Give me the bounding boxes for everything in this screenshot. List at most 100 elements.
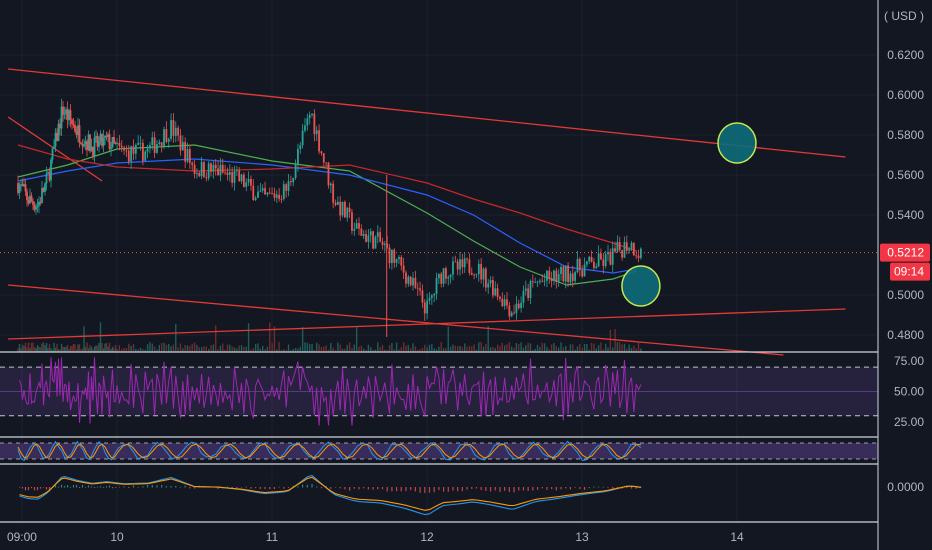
volume-bar — [87, 348, 90, 352]
volume-bar — [74, 344, 76, 352]
volume-bar — [75, 349, 78, 352]
macd-histogram-bar — [461, 487, 463, 492]
macd-histogram-bar — [593, 486, 595, 488]
macd-histogram-bar — [485, 487, 487, 492]
volume-bar — [90, 346, 93, 352]
macd-histogram-bar — [330, 487, 332, 489]
volume-bar — [198, 347, 200, 352]
volume-bar — [621, 344, 623, 352]
countdown-badge — [890, 262, 930, 281]
candle-body — [20, 184, 22, 185]
macd-histogram-bar — [386, 487, 388, 492]
candle-body — [433, 293, 436, 296]
volume-bar — [487, 326, 489, 352]
candle-body — [400, 257, 403, 266]
volume-bar — [546, 346, 548, 352]
price-tick-label: 0.5400 — [887, 208, 924, 222]
candle-body — [137, 142, 140, 145]
macd-histogram-bar — [297, 486, 299, 488]
volume-bar — [287, 344, 290, 352]
volume-bar — [565, 346, 567, 352]
price-tick-label: 0.6200 — [887, 48, 924, 62]
macd-histogram-bar — [36, 487, 39, 491]
volume-bar — [128, 343, 130, 352]
macd-histogram-bar — [334, 487, 337, 488]
circle-annotations[interactable] — [621, 122, 757, 307]
volume-bar — [461, 347, 464, 352]
volume-bar — [57, 349, 60, 352]
candle-body — [146, 148, 149, 152]
volume-bar — [101, 342, 103, 352]
candle-body — [72, 124, 75, 126]
price-tick-label: 0.4800 — [887, 328, 924, 342]
volume-bar — [454, 345, 457, 352]
candle-body — [440, 273, 443, 284]
candle-body — [311, 113, 313, 115]
candle-body — [409, 276, 412, 286]
candle-body — [50, 159, 52, 181]
volume-bar — [217, 349, 219, 352]
candle-body — [30, 195, 33, 202]
candle-body — [351, 212, 353, 231]
macd-histogram-bar — [358, 487, 360, 490]
candle-body — [205, 177, 208, 179]
macd-histogram-bar — [146, 485, 149, 488]
circle-marker[interactable] — [717, 122, 757, 164]
candle-body — [383, 243, 386, 245]
volume-bar — [121, 349, 123, 352]
candle-body — [53, 146, 55, 149]
volume-bar — [297, 348, 299, 352]
volume-bar — [527, 342, 529, 352]
moving-average-line — [17, 158, 637, 274]
candle-body — [585, 261, 588, 265]
candle-body — [141, 142, 144, 161]
candle-body — [301, 130, 304, 146]
candle-body — [548, 270, 551, 279]
candle-body — [149, 144, 151, 149]
candle-body — [306, 118, 309, 126]
volume-bar — [47, 348, 49, 352]
volume-bar — [111, 346, 114, 352]
candle-body — [625, 242, 628, 251]
volume-bar — [222, 343, 224, 352]
macd-histogram-bar — [292, 485, 294, 488]
candle-body — [275, 194, 278, 198]
candle-body — [339, 201, 342, 216]
volume-bar — [525, 345, 527, 352]
candle-body — [45, 173, 48, 184]
volume-bar — [240, 345, 243, 352]
volume-bar — [189, 345, 191, 352]
volume-bar — [513, 347, 515, 352]
candle-body — [628, 248, 631, 251]
macd-histogram-bar — [471, 487, 473, 489]
trend-lines[interactable] — [7, 68, 846, 356]
candle-body — [430, 295, 433, 298]
volume-bar — [53, 342, 55, 352]
candle-body — [21, 184, 24, 187]
volume-bar — [583, 344, 586, 352]
volume-bar — [177, 347, 179, 352]
candle-body — [287, 181, 290, 191]
candle-body — [62, 106, 64, 115]
volume-bar — [254, 343, 257, 352]
macd-histogram-bar — [245, 486, 247, 488]
circle-marker[interactable] — [621, 265, 661, 307]
candle-body — [87, 134, 90, 151]
candle-body — [81, 144, 84, 147]
volume-bar — [311, 343, 313, 352]
volume-bar — [358, 346, 360, 352]
candle-body — [435, 278, 438, 294]
volume-bar — [337, 342, 339, 352]
volume-bar — [104, 343, 106, 352]
volume-bar — [160, 343, 163, 352]
macd-histogram-bar — [137, 486, 139, 488]
volume-bar — [130, 345, 132, 352]
volume-bar — [623, 343, 626, 352]
volume-bar — [635, 348, 637, 352]
macd-histogram-bar — [457, 487, 459, 492]
candle-body — [510, 312, 513, 317]
volume-bar — [588, 349, 590, 352]
candle-body — [494, 288, 497, 296]
